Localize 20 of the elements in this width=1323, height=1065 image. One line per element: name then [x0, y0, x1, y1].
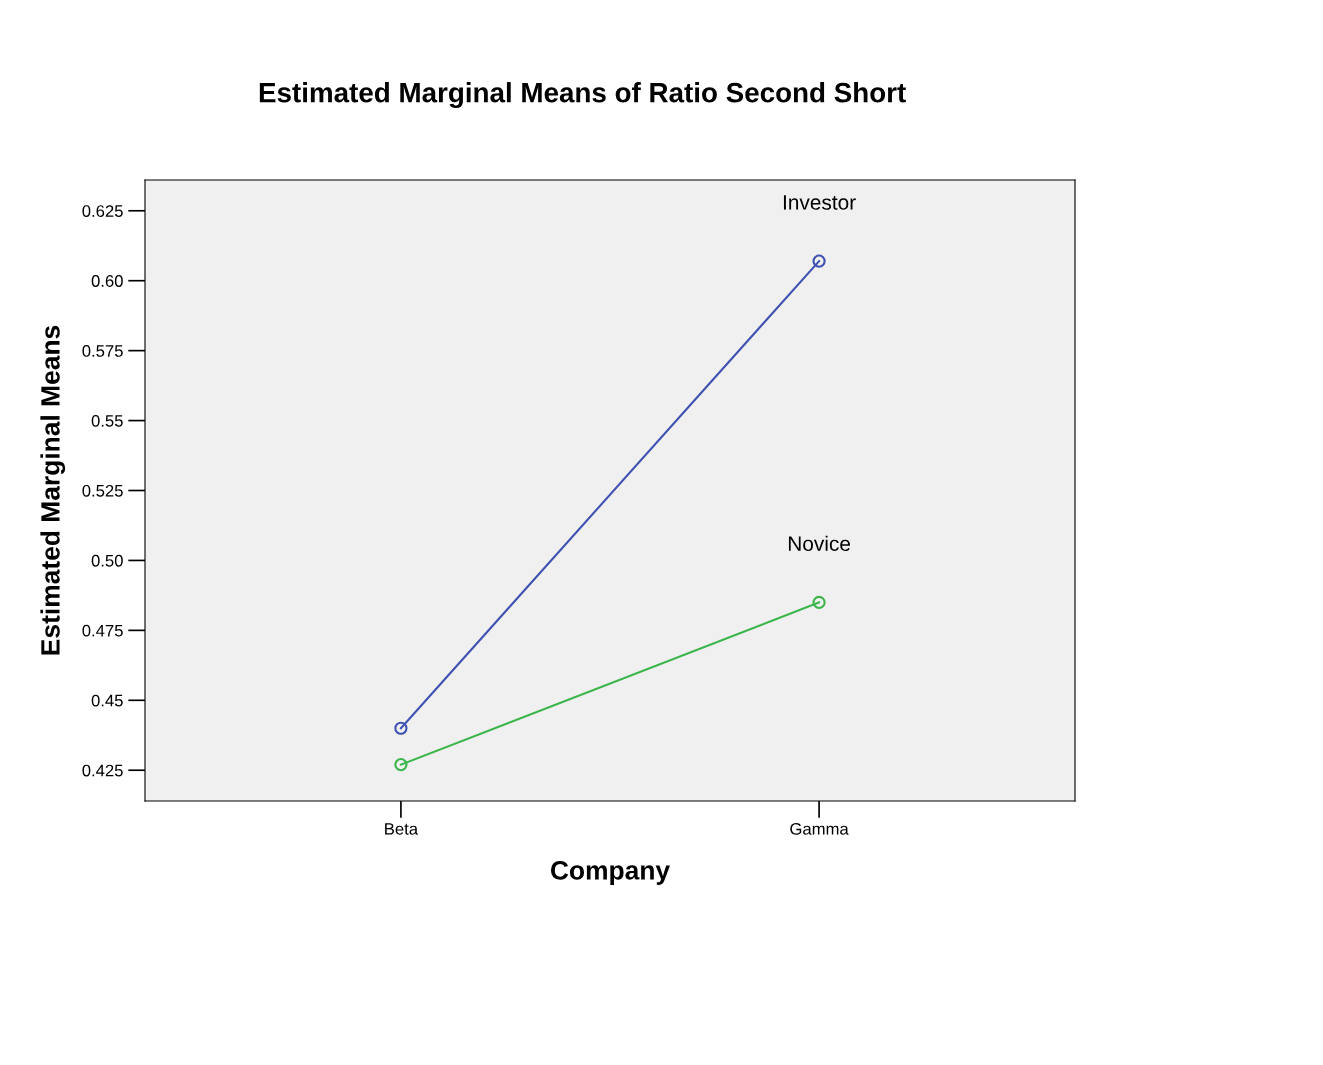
x-tick-label: Gamma: [790, 822, 849, 835]
y-tick-label: 0.55: [91, 414, 123, 427]
text: Novice: [788, 535, 850, 552]
y-tick-label: 0.625: [82, 205, 123, 217]
y-tick-label: 0.525: [82, 484, 123, 497]
y-tick-label: 0.50: [91, 554, 123, 567]
y-axis-title: Estimated Marginal Means: [40, 325, 66, 655]
text: Investor: [783, 195, 856, 210]
chart-title: Estimated Marginal Means of Ratio Second Short: [259, 82, 906, 109]
y-tick-label: 0.575: [82, 345, 123, 357]
point: [812, 254, 826, 268]
y-tick-label: 0.475: [82, 624, 123, 637]
point: [394, 758, 408, 772]
point: [394, 721, 408, 735]
x-tick-label: Beta: [385, 823, 419, 835]
y-tick-label: 0.60: [91, 275, 123, 287]
point: [812, 595, 826, 609]
y-tick-label: 0.45: [91, 694, 123, 707]
x-axis-title: Company: [550, 860, 670, 885]
y-tick-label: 0.425: [82, 764, 123, 777]
